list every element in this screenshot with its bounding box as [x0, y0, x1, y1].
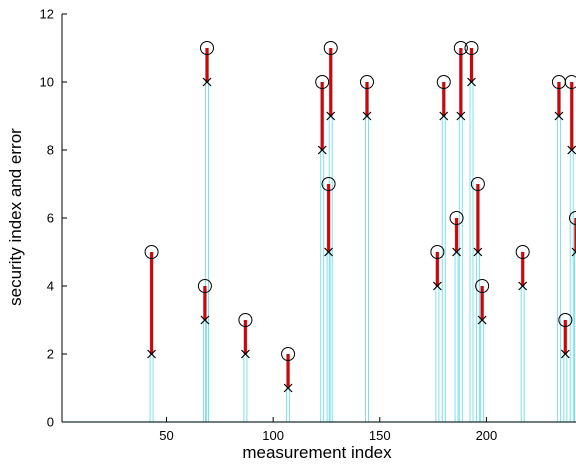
x-marker [571, 247, 576, 257]
x-marker-stroke [326, 111, 336, 121]
x-marker-stroke [202, 77, 212, 87]
circle-marker [569, 211, 576, 225]
x-marker [202, 77, 212, 87]
x-marker [567, 145, 576, 155]
x-marker-stroke [283, 383, 293, 393]
x-marker [554, 111, 564, 121]
x-marker-stroke [456, 111, 466, 121]
x-marker-stroke [200, 315, 210, 325]
chart-marks [62, 41, 576, 423]
x-marker [240, 349, 250, 359]
x-marker [326, 111, 336, 121]
y-tick-label: 2 [47, 347, 54, 362]
circle-marker [453, 41, 468, 55]
x-marker-stroke [473, 247, 483, 257]
x-tick-label: 200 [476, 428, 498, 443]
circle-marker [464, 41, 479, 55]
x-marker-stroke [571, 247, 576, 253]
x-marker-stroke [317, 145, 327, 155]
x-marker-stroke [362, 111, 372, 121]
circle-marker [321, 177, 336, 191]
chart-axes: 0 2 4 6 8 10 12 50 100 150 200 [40, 7, 576, 443]
x-marker-stroke [432, 281, 442, 291]
circle-marker [197, 279, 212, 293]
circle-marker [238, 313, 253, 327]
x-marker [518, 281, 528, 291]
y-axis-title: security index and error [6, 128, 25, 306]
circle-marker [436, 75, 451, 89]
x-axis-title: measurement index [242, 443, 392, 462]
x-marker [362, 111, 372, 121]
x-marker [283, 383, 293, 393]
x-marker [452, 247, 461, 257]
x-marker [432, 281, 442, 291]
y-tick-label: 8 [47, 143, 54, 158]
x-marker [473, 247, 483, 257]
x-marker-stroke [567, 145, 576, 155]
x-tick-label: 150 [369, 428, 391, 443]
circle-marker [323, 41, 338, 55]
y-tick-label: 4 [47, 279, 54, 294]
circle-marker [449, 211, 464, 225]
x-marker [200, 315, 210, 325]
circle-marker [281, 347, 296, 361]
y-tick-label: 10 [40, 75, 54, 90]
circle-marker [430, 245, 445, 259]
x-marker-stroke [477, 315, 487, 325]
x-marker [456, 111, 466, 121]
y-tick-label: 12 [40, 7, 54, 22]
y-tick-label: 6 [47, 211, 54, 226]
circle-marker [470, 177, 485, 191]
x-marker-stroke [324, 247, 334, 257]
x-marker-stroke [560, 349, 570, 359]
x-marker-stroke [571, 251, 576, 257]
circle-marker [315, 75, 330, 89]
x-tick-label: 50 [159, 428, 173, 443]
x-tick-label: 100 [262, 428, 284, 443]
x-marker [324, 247, 334, 257]
circle-marker [144, 245, 159, 259]
circle-marker [475, 279, 490, 293]
x-marker-stroke [452, 247, 461, 257]
x-marker [147, 349, 157, 359]
x-marker [467, 77, 476, 87]
x-marker [560, 349, 570, 359]
x-marker [439, 111, 449, 121]
x-marker [477, 315, 487, 325]
x-marker [317, 145, 327, 155]
x-marker-stroke [147, 349, 157, 359]
circle-marker [558, 313, 573, 327]
x-marker-stroke [518, 281, 528, 291]
x-marker-stroke [240, 349, 250, 359]
y-tick-label: 0 [47, 415, 54, 430]
circle-marker [200, 41, 215, 55]
circle-marker [359, 75, 374, 89]
x-marker-stroke [467, 77, 476, 87]
circle-marker [515, 245, 530, 259]
x-marker-stroke [439, 111, 449, 121]
x-marker-stroke [554, 111, 564, 121]
circle-marker [564, 75, 576, 89]
